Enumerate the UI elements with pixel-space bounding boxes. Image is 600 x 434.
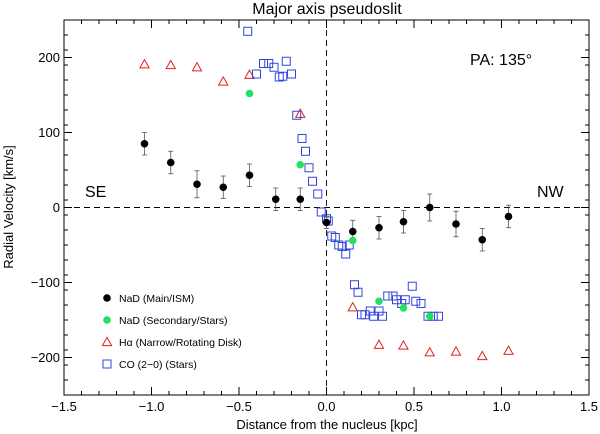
data-point [244,69,255,79]
data-point [281,56,291,66]
data-point [139,58,150,69]
data-point [375,223,383,232]
data-point [353,287,363,297]
data-point [450,345,462,356]
legend-label: CO (2−0) (Stars) [119,359,197,371]
legend: NaD (Main/ISM) NaD (Secondary/Stars) Hα (N… [101,293,242,371]
data-point [407,281,417,291]
legend-label: NaD (Secondary/Stars) [119,315,228,327]
data-point [383,291,393,301]
data-point [292,110,302,120]
y-tick-label: −200 [31,350,60,365]
data-point [347,301,359,312]
data-point [350,280,359,290]
data-point [478,235,487,244]
data-point [245,171,254,180]
data-point [243,26,253,36]
series-nad-secondary-stars- [245,89,434,321]
data-point [341,249,351,259]
data-point [269,62,279,72]
data-point [287,69,296,79]
data-point [140,139,149,148]
data-point [219,183,228,192]
data-point [375,297,383,306]
x-tick-label: 1.5 [580,399,598,414]
data-point [245,89,254,98]
data-point [322,218,331,227]
y-axis-label: Radial Velocity [km/s] [1,145,16,269]
x-tick-label: −1.0 [139,399,165,414]
data-point [278,71,288,81]
se-annotation: SE [85,184,106,201]
data-point [399,304,408,312]
legend-marker [103,294,111,302]
zero-guide-lines [64,20,589,395]
data-point [316,207,326,217]
data-marks [139,26,514,361]
data-point [416,299,426,308]
legend-marker [101,336,113,347]
y-axis-ticks: −200 −100 0 100 200 [31,19,589,396]
data-point [259,59,268,68]
data-point [308,176,317,186]
data-point [165,59,177,70]
data-point [193,180,201,189]
data-point [399,217,408,226]
y-tick-label: −100 [31,275,60,290]
legend-label: NaD (Main/ISM) [119,293,194,305]
data-point [297,134,307,143]
data-point [296,195,305,204]
data-point [271,195,280,204]
data-point [313,189,323,199]
series-co-2-0-stars- [243,26,443,321]
data-point [369,311,379,321]
data-point [398,339,409,350]
data-point [348,236,357,245]
data-point [252,69,261,79]
data-point [452,220,460,228]
data-point [503,345,514,355]
data-point [348,227,357,236]
data-point [304,163,314,173]
y-tick-label: 200 [38,50,60,65]
x-tick-label: 0.5 [405,399,423,414]
data-point [504,212,513,221]
data-point [296,160,305,169]
x-tick-label: 1.0 [492,399,510,414]
data-point [476,350,488,361]
y-tick-label: 100 [38,125,60,140]
data-point [425,203,434,212]
x-tick-label: −0.5 [226,399,252,414]
data-point [217,75,229,86]
data-point [301,146,310,156]
data-point [411,296,421,306]
y-tick-label: 0 [53,200,60,215]
data-point [424,346,436,357]
data-point [378,311,387,321]
nw-annotation: NW [537,184,565,201]
data-point [400,295,410,305]
legend-marker [103,316,111,324]
data-point [434,311,443,321]
x-tick-label: 0.0 [317,399,335,414]
x-tick-label: −1.5 [51,399,77,414]
legend-marker [102,359,112,369]
data-point [425,312,434,321]
x-axis-label: Distance from the nucleus [kpc] [236,417,417,432]
data-point [166,158,175,167]
data-point [191,61,203,72]
chart-title: Major axis pseudoslit [252,1,402,18]
series-nad-main-ism- [140,132,513,252]
data-point [373,339,385,349]
legend-label: Hα (Narrow/Rotating Disk) [119,337,242,349]
pa-annotation: PA: 135° [470,52,532,69]
